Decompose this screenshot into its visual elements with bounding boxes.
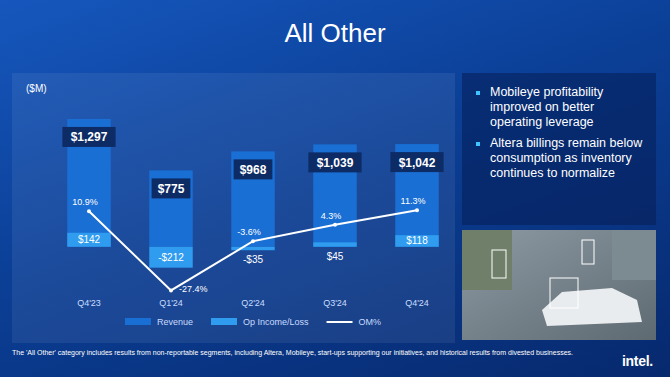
bar xyxy=(313,144,356,246)
data-label: $1,039 xyxy=(317,156,354,170)
label-box xyxy=(390,152,443,172)
legend-swatch xyxy=(327,321,353,323)
data-label: $118 xyxy=(406,235,428,246)
line-label: -27.4% xyxy=(179,284,208,294)
data-label: $968 xyxy=(240,163,267,177)
line-point xyxy=(333,223,337,227)
bullet: Altera billings remain below consumption… xyxy=(490,136,646,181)
photo-box xyxy=(582,240,594,264)
line-label: 10.9% xyxy=(72,197,98,207)
title: All Other xyxy=(0,18,670,49)
photo-box xyxy=(492,250,506,278)
line xyxy=(89,210,417,290)
data-label: $1,042 xyxy=(399,156,436,170)
chart: ($M) $1,297 $775 $968 $1,039 $1,042 $142 -$212 -… xyxy=(0,0,670,377)
bar xyxy=(313,242,356,246)
axis-label: ($M) xyxy=(26,83,47,94)
data-label: -$212 xyxy=(158,252,184,263)
legend-label: Revenue xyxy=(157,317,193,327)
bar xyxy=(395,235,438,247)
photo xyxy=(462,230,656,340)
x-tick-label: Q4'23 xyxy=(77,298,101,308)
legend-label: OM% xyxy=(359,317,382,327)
legend-label: Op Income/Loss xyxy=(243,317,309,327)
line-label: 4.3% xyxy=(321,211,342,221)
line-point xyxy=(251,239,255,243)
footnote: The 'All Other' category includes result… xyxy=(12,349,573,356)
bullet-list: Mobileye profitability improved on bette… xyxy=(468,85,646,181)
data-label: $45 xyxy=(327,251,344,262)
bar xyxy=(67,233,110,247)
label-box xyxy=(234,159,273,179)
x-tick-label: Q2'24 xyxy=(241,298,265,308)
photo-tree xyxy=(462,230,512,290)
line-point xyxy=(415,208,419,212)
bar xyxy=(231,151,274,246)
photo-building xyxy=(612,230,656,280)
legend-swatch xyxy=(125,318,151,325)
line-label: 11.3% xyxy=(401,196,426,206)
data-label: -$35 xyxy=(243,254,263,265)
photo-box xyxy=(550,278,578,308)
data-label: $775 xyxy=(158,182,185,196)
line-point xyxy=(169,288,173,292)
line-point xyxy=(87,209,91,213)
label-box xyxy=(308,152,361,172)
photo-bg xyxy=(462,230,656,340)
label-box xyxy=(152,178,191,198)
data-labels: $1,297 $775 $968 $1,039 $1,042 $142 -$212 -$35 $… xyxy=(62,127,443,295)
line-label: -3.6% xyxy=(237,227,261,237)
data-label: $1,297 xyxy=(71,130,108,144)
x-tick-label: Q4'24 xyxy=(405,298,429,308)
logo: intel. xyxy=(622,353,653,369)
bar xyxy=(149,247,192,268)
plot-marks xyxy=(67,119,438,293)
slide: {"page": {"title": "All Other", "bullets… xyxy=(0,0,670,377)
legend-swatch xyxy=(211,318,237,325)
bullet: Mobileye profitability improved on bette… xyxy=(490,85,646,130)
bar xyxy=(395,144,438,247)
x-tick-label: Q1'24 xyxy=(159,298,183,308)
chart-panel xyxy=(12,73,455,343)
bar xyxy=(67,119,110,247)
data-label: $142 xyxy=(78,234,101,245)
bar xyxy=(149,170,192,246)
photo-car xyxy=(542,288,642,326)
x-tick-label: Q3'24 xyxy=(323,298,347,308)
bullet-panel: Mobileye profitability improved on bette… xyxy=(462,73,656,225)
legend: Revenue Op Income/Loss OM% xyxy=(125,317,381,327)
label-box xyxy=(62,127,115,147)
